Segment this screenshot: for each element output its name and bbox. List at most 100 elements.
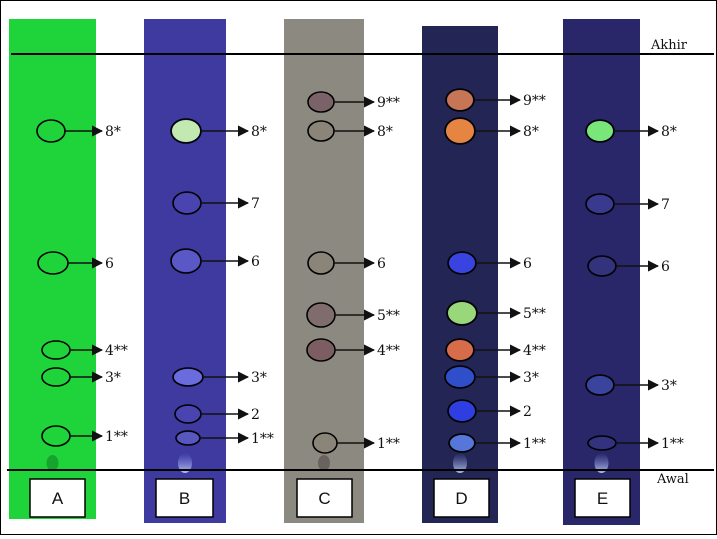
- origin-trail: [594, 453, 609, 473]
- plate-label: B: [179, 489, 190, 508]
- spot-fill: [172, 120, 200, 142]
- spot-fill: [447, 340, 473, 360]
- spot-b-5: 1**: [175, 430, 274, 447]
- spot-fill: [587, 195, 613, 213]
- spot-b-1: 7: [172, 191, 260, 215]
- spot-fill: [587, 376, 613, 394]
- plate-label-box: [155, 478, 214, 518]
- spot-d-5: 3*: [444, 365, 539, 389]
- origin-trail: [453, 453, 467, 473]
- spot-label: 8*: [105, 124, 121, 140]
- spot-label: 1**: [251, 431, 274, 447]
- spot-fill: [309, 122, 333, 140]
- spot-a-4: 1**: [41, 425, 128, 447]
- spot-label: 5**: [377, 308, 400, 324]
- spot-label: 1**: [661, 436, 684, 452]
- plate-a-background: [9, 19, 96, 519]
- spot-label: 3*: [105, 370, 121, 386]
- spot-c-5: 1**: [312, 432, 400, 454]
- spot-label: 4**: [523, 343, 546, 359]
- spot-c-3: 5**: [306, 302, 400, 328]
- spot-e-0: 8*: [585, 119, 677, 143]
- plate-label: E: [597, 489, 608, 508]
- spot-fill: [447, 90, 473, 110]
- spot-d-7: 1**: [448, 433, 546, 453]
- spot-label: 8*: [251, 124, 267, 140]
- spot-fill: [449, 401, 475, 421]
- spot-label: 6: [377, 256, 386, 272]
- spot-label: 6: [661, 259, 670, 275]
- plate-d: 9** 8* 6 5** 4** 3* 2 1** D: [422, 26, 546, 523]
- spot-d-6: 2: [447, 399, 532, 423]
- spot-e-2: 6: [587, 255, 670, 277]
- spot-fill: [314, 434, 336, 452]
- spot-fill: [448, 302, 476, 324]
- spot-label: 1**: [377, 436, 400, 452]
- spot-d-0: 9**: [445, 88, 546, 112]
- spot-d-1: 8*: [444, 117, 539, 145]
- plate-c: 9** 8* 6 5** 4** 1** C: [284, 19, 400, 523]
- spot-b-3: 3*: [172, 367, 267, 387]
- spot-label: 3*: [661, 378, 677, 394]
- spot-fill: [308, 304, 334, 326]
- spot-fill: [589, 257, 615, 275]
- awal-label: Awal: [656, 472, 689, 487]
- plate-label: A: [52, 489, 64, 508]
- plate-label-box: [29, 478, 86, 518]
- spot-b-0: 8*: [170, 118, 267, 144]
- spot-label: 2: [523, 404, 532, 420]
- spot-label: 1**: [105, 429, 128, 445]
- spot-fill: [177, 432, 199, 444]
- spot-label: 5**: [523, 306, 546, 322]
- spot-label: 4**: [105, 343, 128, 359]
- spot-label: 9**: [377, 95, 400, 111]
- origin-trail: [46, 455, 59, 471]
- plate-a: 8* 6 4** 3* 1** A: [9, 19, 128, 519]
- spot-label: 7: [251, 196, 260, 212]
- plate-e: 8* 7 6 3* 1** E: [563, 19, 684, 525]
- spot-fill: [308, 340, 334, 360]
- origin-trail: [178, 453, 192, 473]
- spot-fill: [172, 250, 200, 272]
- spot-a-2: 4**: [41, 340, 128, 360]
- spot-fill: [587, 121, 613, 141]
- spot-d-2: 6: [447, 251, 532, 275]
- spot-e-3: 3*: [585, 374, 677, 396]
- plate-label-box: [574, 478, 631, 518]
- spot-label: 9**: [523, 93, 546, 109]
- spot-fill: [446, 367, 474, 387]
- spot-fill: [450, 435, 474, 451]
- spot-label: 8*: [377, 124, 393, 140]
- spot-d-3: 5**: [446, 300, 546, 326]
- plate-b: 8* 7 6 3* 2 1** B: [144, 19, 274, 523]
- spot-c-4: 4**: [306, 338, 400, 362]
- spot-e-1: 7: [585, 193, 670, 215]
- spot-fill: [309, 253, 333, 273]
- spot-label: 3*: [251, 370, 267, 386]
- spot-b-4: 2: [174, 404, 260, 424]
- plates-layer: 8*64**3*1**A8*763*21**B9**8*65**4**1**C9…: [9, 19, 684, 525]
- spot-label: 6: [105, 256, 114, 272]
- spot-c-2: 6: [307, 251, 386, 275]
- spot-a-3: 3*: [41, 367, 121, 387]
- spot-label: 2: [251, 407, 260, 423]
- spot-label: 6: [523, 256, 532, 272]
- spot-fill: [589, 437, 615, 449]
- spot-fill: [309, 93, 333, 111]
- plate-label-box: [296, 478, 353, 518]
- spot-label: 8*: [661, 124, 677, 140]
- spot-label: 1**: [523, 436, 546, 452]
- spot-a-0: 8*: [36, 119, 121, 143]
- reference-lines: Akhir Awal: [7, 38, 714, 487]
- spot-fill: [174, 369, 202, 385]
- spot-e-4: 1**: [587, 435, 684, 452]
- spot-fill: [176, 406, 200, 422]
- spot-fill: [174, 193, 200, 213]
- plate-label-box: [433, 478, 490, 518]
- spot-fill: [449, 253, 475, 273]
- spot-label: 6: [251, 254, 260, 270]
- plate-label: C: [318, 489, 330, 508]
- spot-fill: [446, 119, 474, 143]
